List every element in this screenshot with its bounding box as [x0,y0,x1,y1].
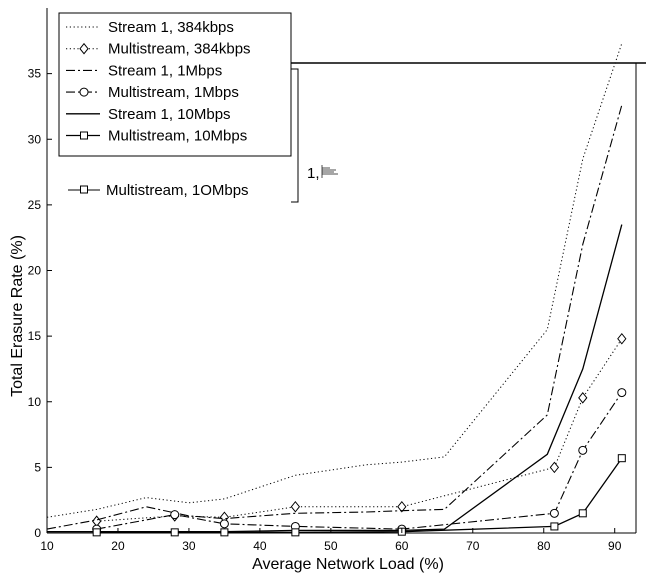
y-tick-label: 15 [28,329,42,343]
stray-mark: 1, [307,165,320,182]
y-tick-label: 35 [28,67,42,81]
diamond-marker [617,332,627,345]
stray-legend-marker [80,185,88,194]
legend-label: Stream 1, 1Mbps [108,62,222,79]
series-line [46,43,623,518]
square-marker [617,454,626,463]
circle-marker [170,510,180,520]
x-tick-label: 20 [111,539,125,553]
legend-label: Multistream, 384kbps [108,41,251,58]
tick-layer: 10 20 30 40 50 60 70 80 90 0 5 10 15 20 25 30 35 [28,67,622,553]
circle-marker [219,519,229,529]
legend-label: Multistream, 10Mbps [108,128,247,145]
square-marker [291,528,300,537]
square-marker [550,522,559,531]
y-axis-label: Total Erasure Rate (%) [9,235,26,397]
legend-label: Multistream, 1Mbps [108,84,239,101]
x-tick-label: 40 [253,539,267,553]
legend: Stream 1, 384kbps Multistream, 384kbps Str… [58,12,292,157]
y-tick-label: 10 [28,395,42,409]
series-5 [47,224,623,533]
stray-scribble [321,165,338,178]
diamond-marker [578,392,588,404]
x-tick-label: 10 [40,539,54,553]
square-marker [578,509,587,518]
stray-legend: Multistream, 1OMbps 1, [68,62,646,203]
x-axis-label: Average Network Load (%) [252,556,444,573]
series-2 [92,332,627,527]
stray-legend-label: Multistream, 1OMbps [106,182,249,199]
diamond-marker [397,500,407,513]
series-3 [46,104,623,530]
series-line [96,457,623,533]
series-line [96,392,623,530]
legend-label: Stream 1, 10Mbps [108,106,231,123]
stray-legend-frame [291,68,299,203]
diamond-marker [290,500,301,513]
series-1 [46,43,623,518]
diamond-marker [79,42,89,55]
circle-marker [549,508,559,518]
y-tick-label: 30 [28,132,42,146]
x-tick-label: 60 [395,539,409,553]
series-line [47,224,623,533]
diamond-marker [549,461,560,474]
square-marker [92,528,101,537]
y-tick-label: 25 [28,198,42,212]
x-tick-label: 90 [608,539,622,553]
legend-box [58,12,292,157]
square-marker [80,131,88,140]
x-tick-label: 50 [324,539,338,553]
series-4 [92,388,627,534]
x-tick-label: 30 [182,539,196,553]
square-marker [220,528,229,537]
y-tick-label: 0 [34,526,41,540]
circle-marker [578,445,588,455]
series-line [96,338,623,522]
series-6 [92,454,626,537]
legend-label: Stream 1, 384kbps [108,19,234,36]
x-tick-label: 70 [466,539,480,553]
y-tick-label: 5 [34,460,41,474]
circle-marker [79,87,89,97]
y-tick-label: 20 [28,264,42,278]
series-line [46,104,623,530]
square-marker [170,528,179,537]
circle-marker [617,388,627,398]
x-tick-label: 80 [537,539,551,553]
